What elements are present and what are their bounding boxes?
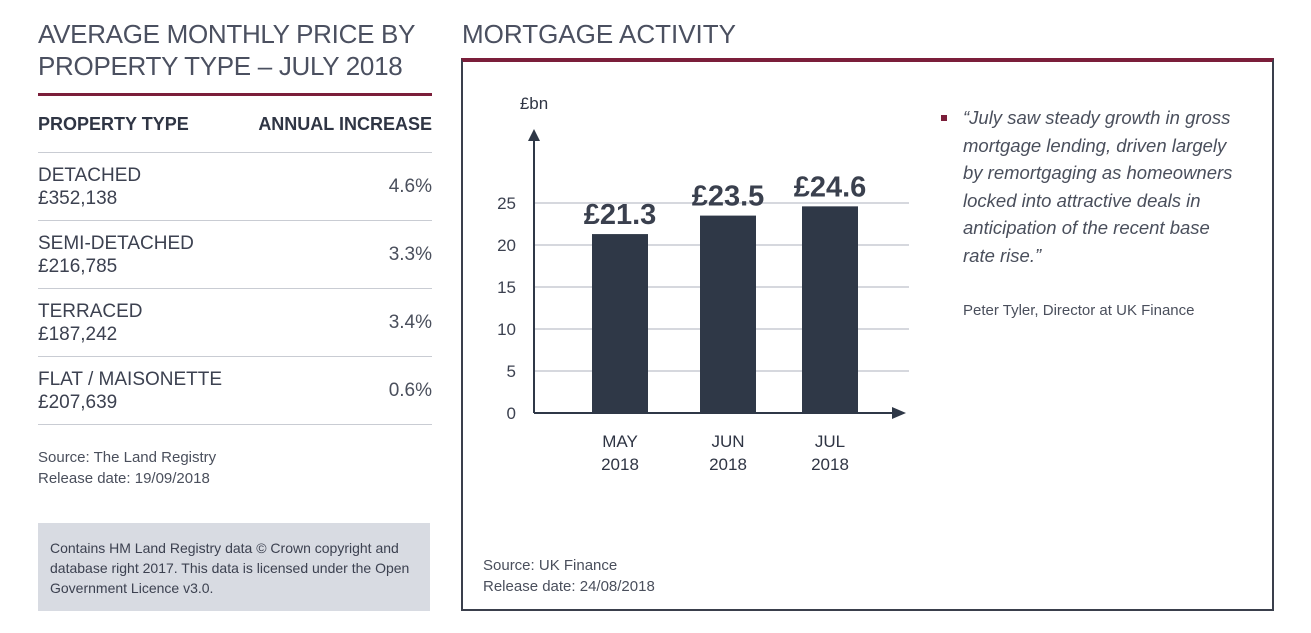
release-date: Release date: 24/08/2018 [483,578,655,595]
uk-finance-source: Source: UK Finance Release date: 24/08/2… [483,555,655,597]
data-label: £21.3 [584,199,657,231]
col-annual-increase: ANNUAL INCREASE [258,113,432,134]
annual-increase: 0.6% [388,379,432,401]
property-cell: DETACHED £352,138 [38,164,141,210]
property-cell: TERRACED £187,242 [38,300,143,346]
y-axis-unit-label: £bn [520,94,548,113]
price-title-line1: AVERAGE MONTHLY PRICE BY [38,19,416,49]
y-tick-label: 15 [497,278,516,297]
land-registry-source: Source: The Land Registry Release date: … [38,447,432,489]
source-text: Source: The Land Registry [38,449,217,466]
table-row: SEMI-DETACHED £216,785 3.3% [38,221,432,289]
property-price: £207,639 [38,391,118,413]
bar [802,206,858,413]
property-cell: SEMI-DETACHED £216,785 [38,232,194,278]
quote-bullet-icon [941,115,947,121]
source-text: Source: UK Finance [483,557,618,574]
annual-increase: 3.3% [388,243,432,265]
property-type: TERRACED [38,300,143,322]
x-tick-label: 2018 [811,455,849,474]
x-tick-label: JUL [815,432,845,451]
mortgage-activity-panel: 0 5 10 15 20 25 £21.3 MAY 2018 £23.5 JUN 2018 £24.6 J… [461,58,1274,611]
licence-box: Contains HM Land Registry data © Crown c… [38,523,430,611]
price-section-title: AVERAGE MONTHLY PRICE BY PROPERTY TYPE –… [38,18,432,82]
mortgage-bar-chart: 0 5 10 15 20 25 £21.3 MAY 2018 £23.5 JUN 2018 £24.6 J… [497,94,909,474]
price-by-property-section: AVERAGE MONTHLY PRICE BY PROPERTY TYPE –… [38,18,432,489]
table-row: TERRACED £187,242 3.4% [38,289,432,357]
property-cell: FLAT / MAISONETTE £207,639 [38,368,222,414]
annual-increase: 3.4% [388,311,432,333]
table-header: PROPERTY TYPE ANNUAL INCREASE [38,96,432,153]
property-type: SEMI-DETACHED [38,232,194,254]
x-tick-label: MAY [602,432,638,451]
release-date: Release date: 19/09/2018 [38,470,210,487]
licence-text: Contains HM Land Registry data © Crown c… [50,540,410,596]
x-tick-label: JUN [711,432,744,451]
property-type: FLAT / MAISONETTE [38,368,223,390]
quote-block: “July saw steady growth in gross mortgag… [941,104,1241,269]
x-tick-label: 2018 [601,455,639,474]
quote-attribution: Peter Tyler, Director at UK Finance [963,302,1195,319]
col-property-type: PROPERTY TYPE [38,113,189,134]
title-divider [38,93,432,96]
price-title-line2: PROPERTY TYPE – JULY 2018 [38,51,403,81]
property-price: £216,785 [38,255,118,277]
x-axis-arrow-icon [892,407,906,419]
data-label: £23.5 [692,181,765,213]
y-tick-label: 25 [497,194,516,213]
y-tick-label: 10 [497,320,516,339]
table-row: DETACHED £352,138 4.6% [38,153,432,221]
y-axis-arrow-icon [528,129,540,141]
property-type: DETACHED [38,164,142,186]
x-tick-label: 2018 [709,455,747,474]
annual-increase: 4.6% [388,175,432,197]
y-tick-label: 20 [497,236,516,255]
data-label: £24.6 [794,171,867,203]
quote-text: “July saw steady growth in gross mortgag… [963,107,1233,266]
property-price: £187,242 [38,323,118,345]
bar [592,234,648,413]
property-price: £352,138 [38,187,118,209]
y-tick-label: 0 [507,404,516,423]
table-row: FLAT / MAISONETTE £207,639 0.6% [38,357,432,425]
y-tick-label: 5 [507,362,516,381]
bar [700,215,756,413]
mortgage-activity-title: MORTGAGE ACTIVITY [462,19,737,49]
